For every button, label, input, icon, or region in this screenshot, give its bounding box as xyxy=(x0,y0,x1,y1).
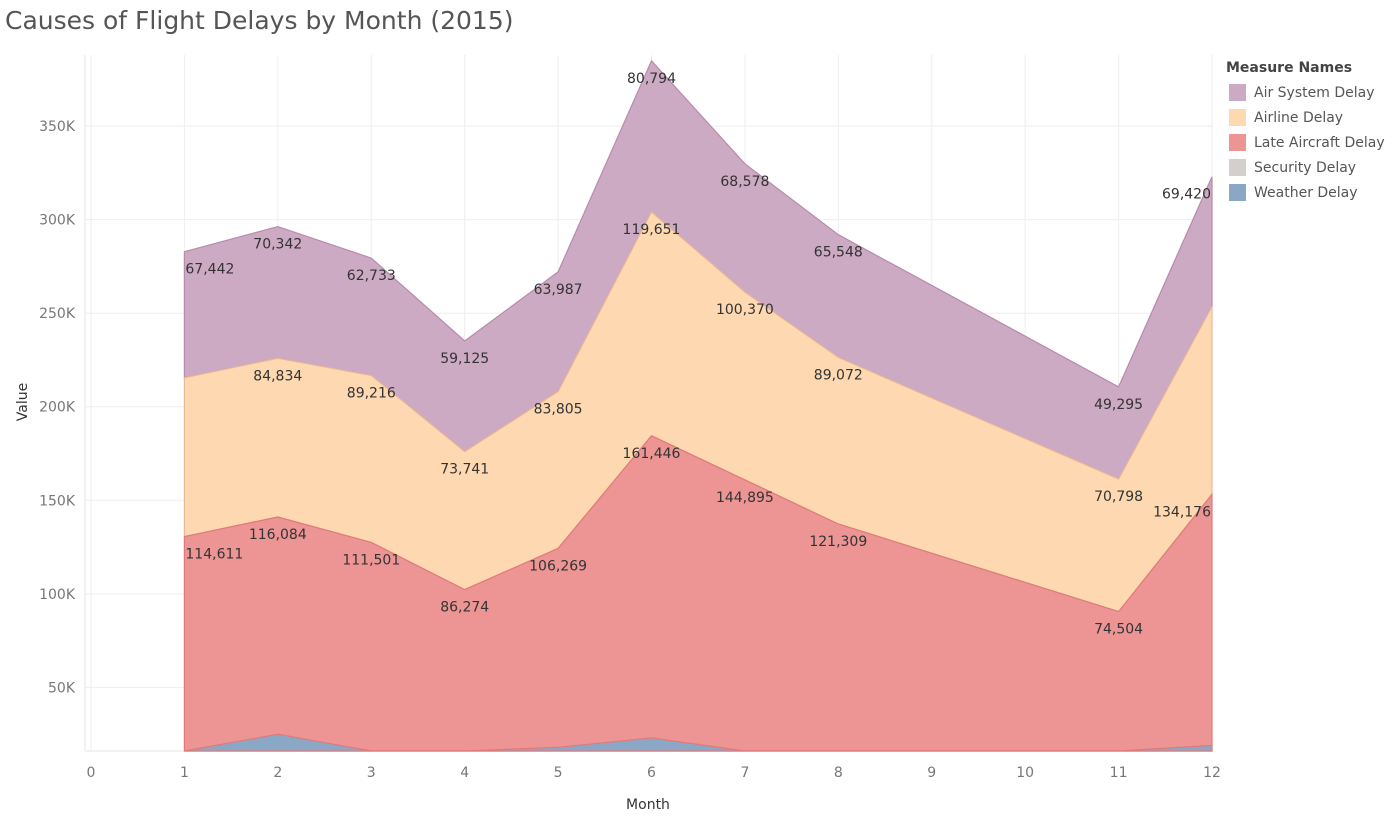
y-tick-label-300K: 300K xyxy=(39,213,76,229)
x-tick-label-3: 3 xyxy=(367,765,376,781)
data-label-airline-delay-3: 89,216 xyxy=(347,386,396,402)
chart-title: Causes of Flight Delays by Month (2015) xyxy=(5,6,514,35)
legend-items: Air System Delay Airline Delay Late Aircra… xyxy=(1226,80,1396,205)
area-weather-delay xyxy=(184,733,1213,752)
x-tick-label-5: 5 xyxy=(554,765,563,781)
legend-item-airline-delay[interactable]: Airline Delay xyxy=(1226,105,1396,130)
legend-item-air-system-delay[interactable]: Air System Delay xyxy=(1226,80,1396,105)
data-label-air-system-delay-2: 70,342 xyxy=(253,237,302,253)
x-axis-title: Month xyxy=(626,797,670,813)
legend-item-weather-delay[interactable]: Weather Delay xyxy=(1226,180,1396,205)
data-label-airline-delay-5: 83,805 xyxy=(534,402,583,418)
y-axis-title: Value xyxy=(15,383,31,421)
x-tick-label-6: 6 xyxy=(647,765,656,781)
data-label-airline-delay-6: 119,651 xyxy=(623,222,681,238)
x-axis-tick-labels: 0 1 2 3 4 5 6 7 8 9 10 11 12 xyxy=(87,765,1220,781)
x-tick-label-4: 4 xyxy=(460,765,469,781)
x-tick-label-10: 10 xyxy=(1016,765,1034,781)
data-label-airline-delay-11: 70,798 xyxy=(1094,489,1143,505)
data-label-airline-delay-7: 100,370 xyxy=(716,302,774,318)
x-tick-label-7: 7 xyxy=(740,765,749,781)
x-tick-label-0: 0 xyxy=(87,765,96,781)
data-label-late-aircraft-delay-7: 144,895 xyxy=(716,490,774,506)
legend-label: Air System Delay xyxy=(1254,84,1375,101)
data-label-late-aircraft-delay-3: 111,501 xyxy=(342,552,400,568)
legend-swatch xyxy=(1229,84,1246,101)
legend-title: Measure Names xyxy=(1226,60,1353,76)
data-label-air-system-delay-3: 62,733 xyxy=(347,268,396,284)
x-tick-label-2: 2 xyxy=(273,765,282,781)
y-tick-label-50K: 50K xyxy=(48,680,76,696)
y-axis-tick-labels: 50K 100K 150K 200K 250K 300K 350K xyxy=(39,119,76,696)
legend: Measure Names Air System Delay Airline De… xyxy=(1226,60,1396,205)
x-tick-label-11: 11 xyxy=(1110,765,1128,781)
x-tick-label-1: 1 xyxy=(180,765,189,781)
data-label-airline-delay-8: 89,072 xyxy=(814,367,863,383)
data-label-airline-delay-4: 73,741 xyxy=(440,462,489,478)
data-label-air-system-delay-4: 59,125 xyxy=(440,351,489,367)
data-label-late-aircraft-delay-6: 161,446 xyxy=(623,446,681,462)
data-label-late-aircraft-delay-4: 86,274 xyxy=(440,600,489,616)
data-label-airline-delay-2: 84,834 xyxy=(253,368,302,384)
y-tick-label-150K: 150K xyxy=(39,493,76,509)
legend-label: Late Aircraft Delay xyxy=(1254,134,1385,151)
legend-label: Security Delay xyxy=(1254,159,1357,176)
data-label-air-system-delay-7: 68,578 xyxy=(720,174,769,190)
legend-swatch xyxy=(1229,134,1246,151)
legend-swatch xyxy=(1229,184,1246,201)
x-tick-label-8: 8 xyxy=(834,765,843,781)
data-label-air-system-delay-6: 80,794 xyxy=(627,71,676,87)
legend-label: Airline Delay xyxy=(1254,109,1344,126)
data-label-air-system-delay-5: 63,987 xyxy=(534,282,583,298)
y-tick-label-250K: 250K xyxy=(39,306,76,322)
data-label-late-aircraft-delay-2: 116,084 xyxy=(249,527,307,543)
data-labels: 67,442 70,342 62,733 59,125 63,987 80,794 68,5… xyxy=(185,71,1211,638)
data-label-late-aircraft-delay-11: 74,504 xyxy=(1094,622,1143,638)
data-label-air-system-delay-12: 69,420 xyxy=(1162,187,1211,203)
y-tick-label-200K: 200K xyxy=(39,400,76,416)
legend-label: Weather Delay xyxy=(1254,184,1358,201)
area-series xyxy=(183,59,1213,752)
legend-item-security-delay[interactable]: Security Delay xyxy=(1226,155,1396,180)
y-tick-label-350K: 350K xyxy=(39,119,76,135)
legend-swatch xyxy=(1229,109,1246,126)
x-tick-label-12: 12 xyxy=(1203,765,1220,781)
data-label-air-system-delay-11: 49,295 xyxy=(1094,397,1143,413)
data-label-late-aircraft-delay-12: 134,176 xyxy=(1153,504,1211,520)
data-label-late-aircraft-delay-8: 121,309 xyxy=(809,534,867,550)
legend-item-late-aircraft-delay[interactable]: Late Aircraft Delay xyxy=(1226,130,1396,155)
y-tick-label-100K: 100K xyxy=(39,587,76,603)
data-label-late-aircraft-delay-1: 114,611 xyxy=(185,547,243,563)
data-label-air-system-delay-1: 67,442 xyxy=(185,262,234,278)
data-label-late-aircraft-delay-5: 106,269 xyxy=(529,558,587,574)
x-tick-label-9: 9 xyxy=(927,765,936,781)
legend-swatch xyxy=(1229,159,1246,176)
data-label-air-system-delay-8: 65,548 xyxy=(814,245,863,261)
